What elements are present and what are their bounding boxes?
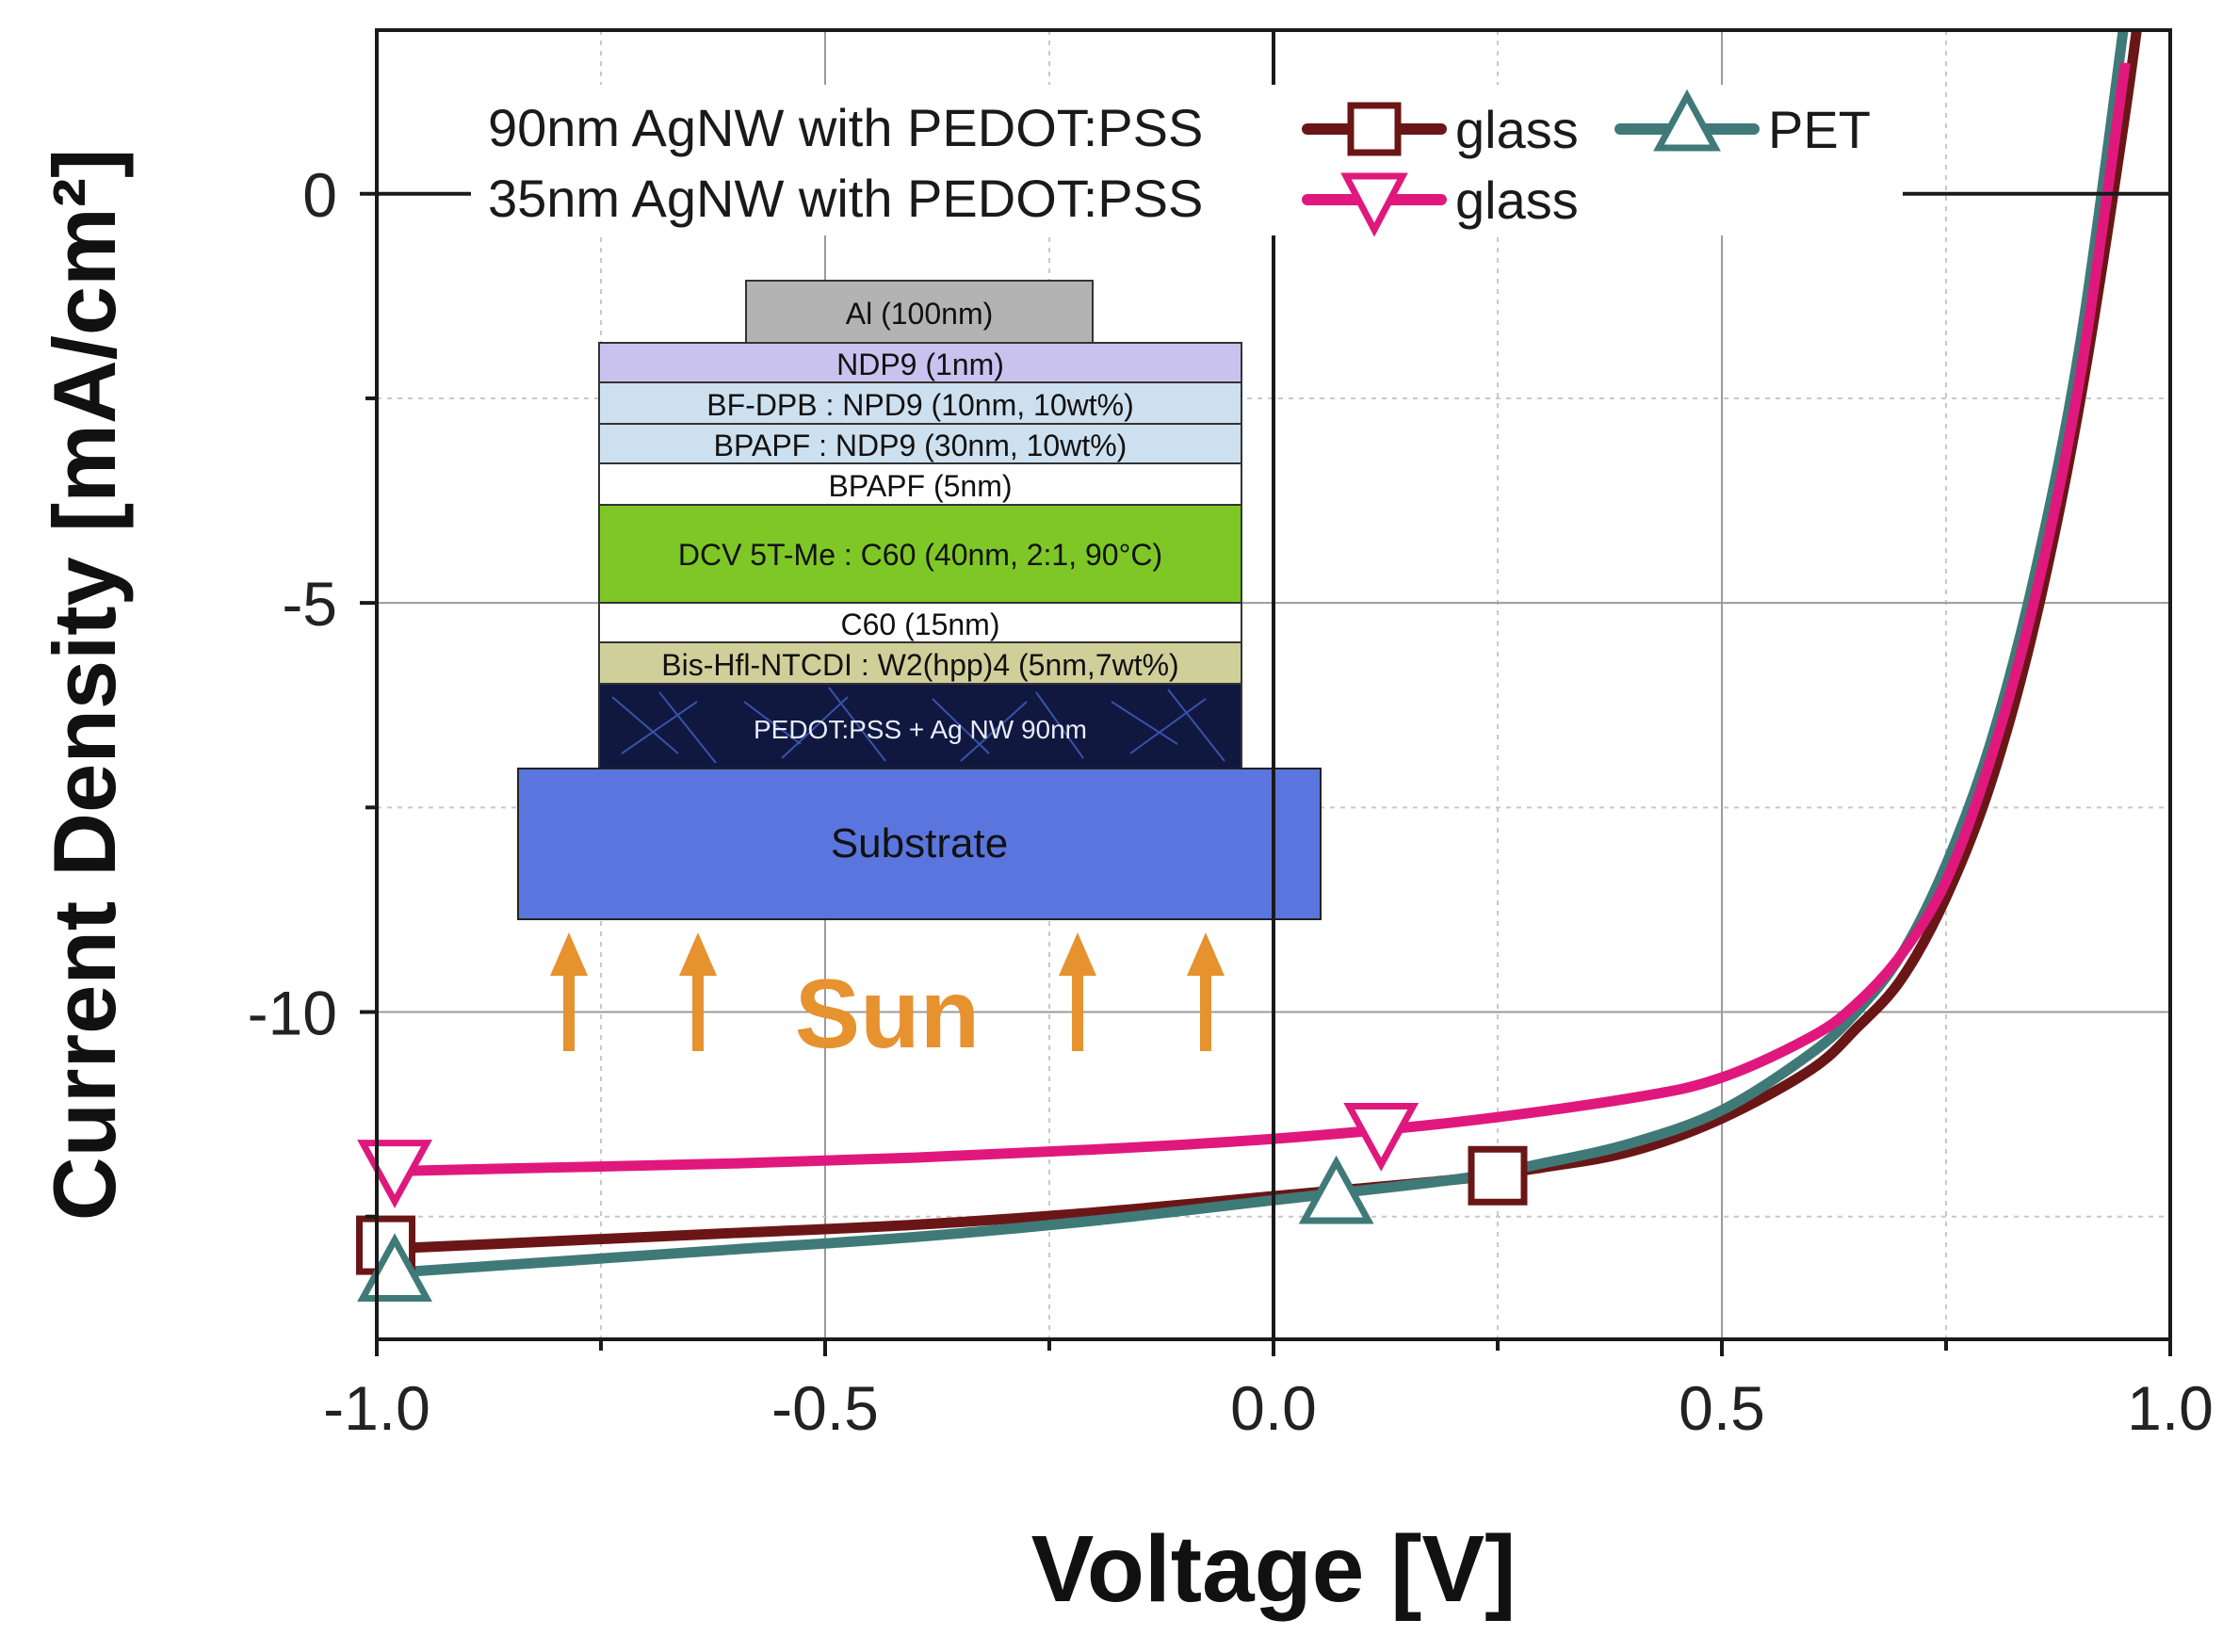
x-axis-title: Voltage [V]	[1031, 1516, 1517, 1622]
y-tick-label: -10	[248, 979, 337, 1048]
y-tick-label: -5	[282, 569, 337, 639]
nanowire-texture	[611, 687, 1225, 764]
layer-pedot	[598, 683, 1242, 769]
arrow-up-icon	[1187, 932, 1225, 1051]
device-stack-inset: Al (100nm) NDP9 (1nm) BF-DPB : NPD9 (10n…	[517, 280, 1322, 1069]
x-tick-label: 1.0	[2127, 1373, 2214, 1443]
layer-dcv5t-label: DCV 5T-Me : C60 (40nm, 2:1, 90°C)	[678, 538, 1162, 572]
legend-bg	[471, 85, 1903, 235]
layer-al-label: Al (100nm)	[846, 297, 994, 331]
legend-glass90-marker	[1347, 102, 1402, 156]
series-marker-1	[1298, 1155, 1374, 1224]
layer-substrate-label: Substrate	[831, 820, 1008, 866]
legend-row1-label: 90nm AgNW with PEDOT:PSS	[488, 98, 1203, 157]
x-tick-label: 0.5	[1679, 1373, 1765, 1443]
layer-c60	[598, 602, 1242, 643]
layer-ndp9-label: NDP9 (1nm)	[836, 348, 1004, 381]
layer-bpapf-ndp9-label: BPAPF : NDP9 (30nm, 10wt%)	[714, 429, 1128, 462]
sun-arrows	[550, 932, 1225, 1051]
series-line-2	[377, 61, 2131, 1177]
series-marker-2	[1343, 1102, 1420, 1172]
legend-glass35-label: glass	[1455, 170, 1579, 230]
series-line-1	[377, 30, 2129, 1279]
legend-pet-label: PET	[1768, 100, 1871, 159]
series-marker-0	[1468, 1145, 1528, 1206]
arrow-up-icon	[679, 932, 717, 1051]
layer-bishfl-label: Bis-Hfl-NTCDI : W2(hpp)4 (5nm,7wt%)	[661, 648, 1178, 682]
series-marker-1	[357, 1233, 432, 1302]
layer-bfdpb-label: BF-DPB : NPD9 (10nm, 10wt%)	[706, 388, 1133, 422]
legend-row2-label: 35nm AgNW with PEDOT:PSS	[488, 169, 1203, 228]
layer-bfdpb	[598, 381, 1242, 425]
layer-bpapf	[598, 462, 1242, 506]
layer-bpapf-label: BPAPF (5nm)	[829, 469, 1013, 503]
series	[377, 30, 2142, 1279]
x-tick-label: -1.0	[323, 1373, 430, 1443]
legend-glass35-marker	[1340, 172, 1408, 237]
y-axis-title: Current Density [mA/cm²]	[35, 149, 134, 1222]
layer-al	[745, 280, 1094, 344]
arrow-up-icon	[1059, 932, 1096, 1051]
legend-glass90-label: glass	[1455, 100, 1579, 159]
layer-c60-label: C60 (15nm)	[841, 607, 1000, 641]
series-marker-2	[357, 1140, 432, 1208]
legend-pet-marker	[1653, 89, 1721, 152]
markers	[356, 1102, 1528, 1302]
sun-label: Sun	[795, 960, 980, 1069]
y-tick-label: 0	[302, 160, 337, 230]
legend: 90nm AgNW with PEDOT:PSS 35nm AgNW with …	[471, 85, 1903, 237]
layer-bishfl	[598, 641, 1242, 685]
layer-pedot-label: PEDOT:PSS + Ag NW 90nm	[754, 715, 1087, 744]
x-tick-label: -0.5	[771, 1373, 879, 1443]
layer-substrate	[517, 768, 1322, 920]
arrow-up-icon	[550, 932, 588, 1051]
x-tick-label: 0.0	[1230, 1373, 1317, 1443]
